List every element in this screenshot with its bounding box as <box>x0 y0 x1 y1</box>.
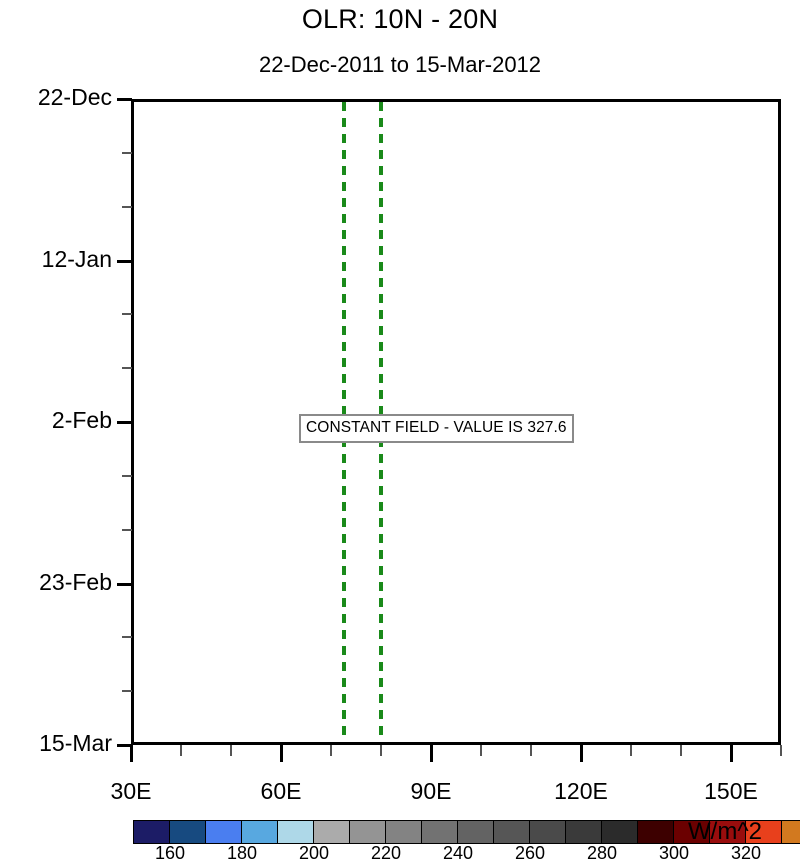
colorbar-swatch <box>602 821 638 843</box>
x-axis-tick-label: 150E <box>704 778 758 804</box>
x-axis-tick-minor <box>530 745 532 756</box>
colorbar-tick-label: 280 <box>586 843 618 863</box>
x-axis-tick-minor <box>480 745 482 756</box>
x-axis-tick-major <box>580 745 583 762</box>
y-axis-tick-label: 2-Feb <box>51 407 112 433</box>
x-axis-tick-major <box>730 745 733 762</box>
x-axis-tick-major <box>430 745 433 762</box>
y-axis-tick-major <box>117 744 132 747</box>
x-axis-tick-minor <box>230 745 232 756</box>
y-axis-tick-major <box>117 421 132 424</box>
colorbar-swatch <box>386 821 422 843</box>
colorbar-swatch <box>566 821 602 843</box>
x-axis-tick-label: 120E <box>554 778 608 804</box>
y-axis-tick-minor <box>122 313 132 316</box>
y-axis-tick-minor <box>122 205 132 208</box>
y-axis-tick-minor <box>122 528 132 531</box>
colorbar-swatch <box>458 821 494 843</box>
y-axis-tick-label: 15-Mar <box>39 730 112 756</box>
y-axis-tick-label: 12-Jan <box>41 245 112 272</box>
y-axis-tick-label: 22-Dec <box>37 84 112 110</box>
x-axis-tick-label: 30E <box>110 778 152 804</box>
y-axis-tick-minor <box>122 367 132 370</box>
colorbar-swatch <box>134 821 170 843</box>
y-axis-tick-minor <box>122 151 132 154</box>
colorbar-tick-label: 180 <box>226 843 258 863</box>
x-axis-tick-minor <box>180 745 182 756</box>
colorbar-tick-label: 260 <box>514 843 546 863</box>
y-axis-tick-major <box>117 259 132 263</box>
colorbar-swatch <box>494 821 530 843</box>
colorbar-swatch <box>530 821 566 843</box>
y-axis-tick-minor <box>122 636 132 639</box>
colorbar-tick-label: 160 <box>154 843 186 863</box>
x-axis-tick-label: 90E <box>410 778 452 804</box>
y-axis-tick-minor <box>122 690 132 693</box>
colorbar-swatch <box>638 821 674 843</box>
chart-subtitle: 22-Dec-2011 to 15-Mar-2012 <box>258 52 542 77</box>
colorbar-swatch <box>674 821 710 843</box>
x-axis-tick-major <box>280 745 283 762</box>
y-axis-tick-major <box>117 582 132 586</box>
colorbar-swatch <box>242 821 278 843</box>
x-axis-tick-minor <box>380 745 382 756</box>
colorbar-tick-label: 240 <box>442 843 474 863</box>
x-axis-tick-label: 60E <box>260 778 302 804</box>
colorbar-swatch <box>278 821 314 843</box>
colorbar-tick-label: 220 <box>370 843 402 863</box>
x-axis-tick-minor <box>780 745 782 756</box>
colorbar-swatch <box>314 821 350 843</box>
colorbar-swatch <box>170 821 206 843</box>
colorbar-tick-label: 200 <box>298 843 330 863</box>
x-axis-tick-minor <box>680 745 682 756</box>
colorbar-swatch <box>710 821 746 843</box>
colorbar-units-label: W/m^2 <box>688 818 762 845</box>
x-axis-tick-major <box>130 745 133 762</box>
colorbar-tick-label: 320 <box>730 843 762 863</box>
y-axis-tick-minor <box>122 474 132 477</box>
y-axis-tick-label: 23-Feb <box>39 568 112 595</box>
page-title: OLR: 10N - 20N <box>301 4 499 34</box>
colorbar-swatch <box>422 821 458 843</box>
colorbar-swatch <box>350 821 386 843</box>
x-axis-tick-minor <box>330 745 332 756</box>
colorbar-swatch <box>206 821 242 843</box>
colorbar-tick-label: 300 <box>658 843 690 863</box>
y-axis-tick-major <box>117 98 132 101</box>
colorbar <box>133 820 800 844</box>
constant-field-annotation: CONSTANT FIELD - VALUE IS 327.6 <box>299 414 574 443</box>
colorbar-swatch <box>782 821 800 843</box>
colorbar-swatch <box>746 821 782 843</box>
x-axis-tick-minor <box>630 745 632 756</box>
